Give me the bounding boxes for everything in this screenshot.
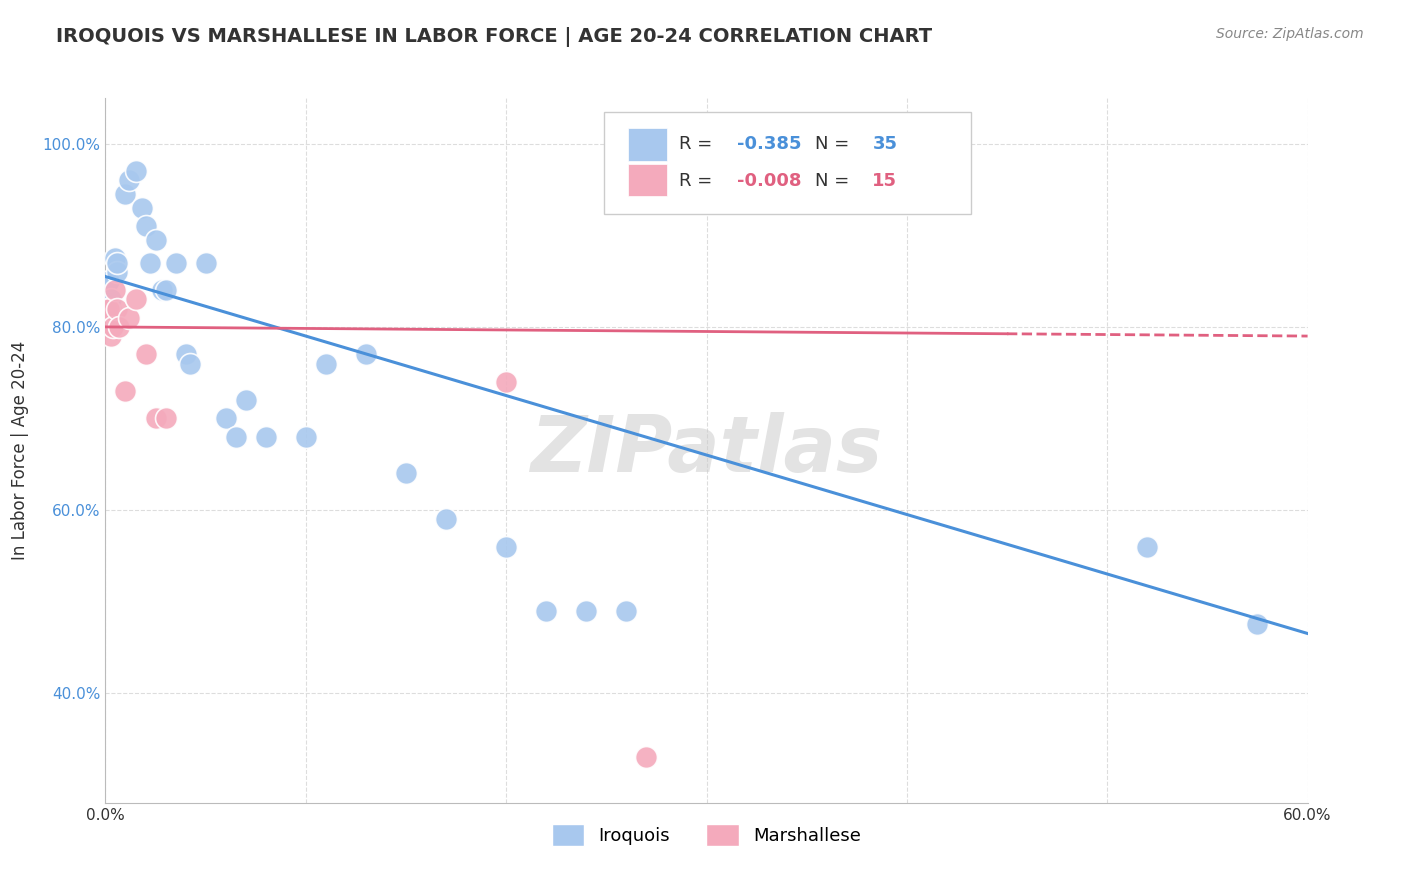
Point bbox=[103, 319, 125, 334]
Point bbox=[108, 319, 131, 334]
Point bbox=[98, 274, 121, 288]
Point bbox=[295, 430, 318, 444]
Text: 15: 15 bbox=[872, 171, 897, 190]
Legend: Iroquois, Marshallese: Iroquois, Marshallese bbox=[544, 817, 869, 854]
Point bbox=[354, 347, 377, 361]
Point bbox=[179, 357, 201, 371]
Point bbox=[104, 283, 127, 297]
Point bbox=[96, 301, 118, 316]
Point bbox=[155, 411, 177, 425]
Point bbox=[254, 430, 277, 444]
Point bbox=[98, 301, 121, 316]
Point bbox=[100, 293, 122, 307]
Text: 35: 35 bbox=[872, 135, 897, 153]
Point bbox=[225, 430, 247, 444]
Point bbox=[124, 293, 146, 307]
Point bbox=[114, 384, 136, 398]
Point bbox=[135, 219, 157, 234]
Point bbox=[150, 283, 173, 297]
Point bbox=[194, 256, 217, 270]
Point bbox=[135, 347, 157, 361]
Point bbox=[174, 347, 197, 361]
Point bbox=[100, 301, 122, 316]
Point bbox=[107, 256, 129, 270]
Point bbox=[636, 750, 658, 764]
Point bbox=[155, 283, 177, 297]
Point bbox=[1136, 540, 1159, 554]
FancyBboxPatch shape bbox=[605, 112, 972, 214]
Point bbox=[536, 604, 558, 618]
Point bbox=[395, 467, 418, 481]
Point bbox=[131, 201, 153, 215]
Text: IROQUOIS VS MARSHALLESE IN LABOR FORCE | AGE 20-24 CORRELATION CHART: IROQUOIS VS MARSHALLESE IN LABOR FORCE |… bbox=[56, 27, 932, 46]
Text: -0.385: -0.385 bbox=[737, 135, 801, 153]
Point bbox=[145, 411, 167, 425]
Point bbox=[100, 329, 122, 343]
Point bbox=[107, 265, 129, 279]
FancyBboxPatch shape bbox=[628, 128, 666, 161]
Point bbox=[616, 604, 638, 618]
Point bbox=[138, 256, 160, 270]
Text: R =: R = bbox=[679, 171, 718, 190]
Point bbox=[315, 357, 337, 371]
Point bbox=[145, 233, 167, 247]
Text: -0.008: -0.008 bbox=[737, 171, 801, 190]
Text: ZIPatlas: ZIPatlas bbox=[530, 412, 883, 489]
Point bbox=[575, 604, 598, 618]
Point bbox=[96, 278, 118, 293]
Point bbox=[118, 310, 141, 325]
Point bbox=[114, 187, 136, 202]
Y-axis label: In Labor Force | Age 20-24: In Labor Force | Age 20-24 bbox=[11, 341, 28, 560]
Point bbox=[118, 173, 141, 187]
Point bbox=[235, 393, 257, 408]
Point bbox=[104, 252, 127, 266]
Point bbox=[107, 301, 129, 316]
Point bbox=[214, 411, 236, 425]
Point bbox=[495, 375, 517, 389]
Point bbox=[495, 540, 517, 554]
Point bbox=[165, 256, 187, 270]
Point bbox=[434, 512, 457, 526]
Point bbox=[124, 164, 146, 178]
FancyBboxPatch shape bbox=[628, 163, 666, 196]
Text: N =: N = bbox=[814, 135, 855, 153]
Text: R =: R = bbox=[679, 135, 718, 153]
Text: Source: ZipAtlas.com: Source: ZipAtlas.com bbox=[1216, 27, 1364, 41]
Text: N =: N = bbox=[814, 171, 855, 190]
Point bbox=[1246, 617, 1268, 632]
